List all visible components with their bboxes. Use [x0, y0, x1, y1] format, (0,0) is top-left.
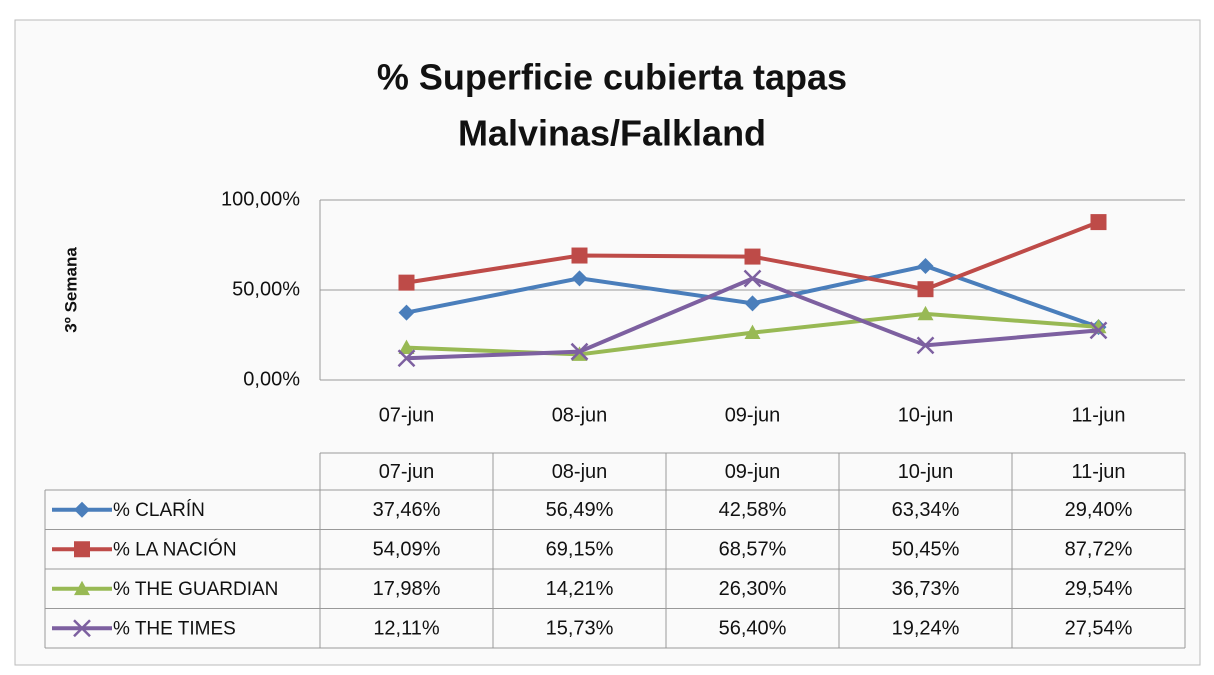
legend-label: % THE GUARDIAN [113, 579, 278, 600]
table-value: 50,45% [892, 539, 960, 561]
x-tick-label: 08-jun [552, 404, 608, 426]
marker [397, 349, 416, 368]
legend-label: % CLARÍN [113, 500, 205, 521]
y-tick-label: 0,00% [243, 368, 300, 390]
table-value: 56,49% [546, 499, 614, 521]
table-value: 17,98% [373, 578, 441, 600]
x-tick-label: 07-jun [379, 404, 435, 426]
marker [744, 295, 761, 312]
table-value: 37,46% [373, 499, 441, 521]
chart-title: % Superficie cubierta tapas [377, 57, 847, 98]
marker [570, 342, 589, 361]
marker [73, 619, 91, 638]
marker [917, 305, 934, 321]
marker [398, 339, 415, 355]
marker [917, 281, 934, 298]
marker [398, 274, 415, 291]
marker [74, 501, 90, 518]
marker [743, 269, 762, 288]
table-value: 36,73% [892, 578, 960, 600]
table-value: 42,58% [719, 499, 787, 521]
table-value: 56,40% [719, 618, 787, 640]
marker [916, 336, 935, 355]
marker [74, 541, 90, 558]
table-value: 15,73% [546, 618, 614, 640]
table-value: 26,30% [719, 578, 787, 600]
y-axis-label: 3º Semana [61, 247, 80, 333]
table-value: 68,57% [719, 539, 787, 561]
marker [744, 324, 761, 340]
table-value: 27,54% [1065, 618, 1133, 640]
y-tick-label: 50,00% [232, 278, 300, 300]
table-value: 63,34% [892, 499, 960, 521]
marker [1090, 214, 1107, 231]
marker [744, 248, 761, 265]
x-tick-label: 09-jun [725, 404, 781, 426]
chart-frame [14, 19, 1201, 666]
marker [571, 247, 588, 264]
y-tick-label: 100,00% [221, 188, 300, 210]
table-value: 29,54% [1065, 578, 1133, 600]
marker [917, 257, 934, 274]
x-tick-label: 11-jun [1071, 404, 1125, 426]
marker [398, 304, 415, 321]
table-value: 19,24% [892, 618, 960, 640]
table-value: 29,40% [1065, 499, 1133, 521]
table-header: 10-jun [898, 461, 954, 483]
marker [571, 270, 588, 287]
table-header: 08-jun [552, 461, 608, 483]
table-header: 11-jun [1071, 461, 1125, 483]
x-tick-label: 10-jun [898, 404, 954, 426]
table-value: 12,11% [373, 618, 440, 640]
table-value: 14,21% [546, 578, 614, 600]
chart-title: Malvinas/Falkland [458, 113, 766, 154]
table-value: 69,15% [546, 539, 614, 561]
table-value: 54,09% [373, 539, 441, 561]
marker [74, 580, 90, 596]
legend-label: % THE TIMES [113, 618, 236, 639]
table-header: 09-jun [725, 461, 781, 483]
table-value: 87,72% [1065, 539, 1133, 561]
marker [1089, 321, 1108, 340]
table-header: 07-jun [379, 461, 435, 483]
legend-label: % LA NACIÓN [113, 538, 237, 560]
